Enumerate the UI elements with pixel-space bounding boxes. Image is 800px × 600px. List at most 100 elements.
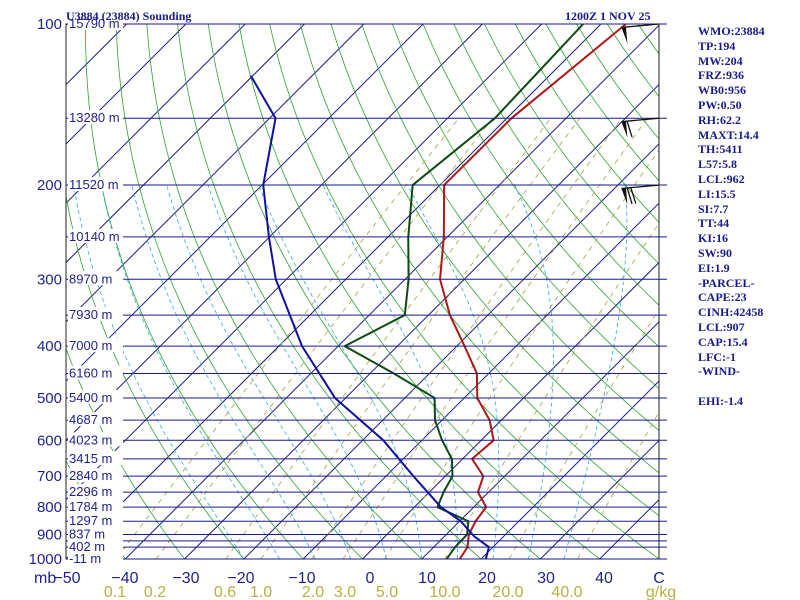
height-label: 2296 m <box>69 484 112 499</box>
height-label: 10140 m <box>69 229 120 244</box>
height-label-backdrop <box>68 432 123 447</box>
height-label-backdrop <box>68 365 123 380</box>
temperature-tick-label: 40 <box>595 570 613 587</box>
height-label: 1297 m <box>69 513 112 528</box>
height-label: 2840 m <box>69 468 112 483</box>
temperature-tick-label: 10 <box>418 570 436 587</box>
mixing-ratio-line <box>508 308 659 559</box>
stat-line: CINH:42458 <box>698 305 764 320</box>
stat-line: TP:194 <box>698 38 736 53</box>
stat-line: RH:62.2 <box>698 112 741 127</box>
stat-line: L57:5.8 <box>698 157 737 172</box>
wind-barb-flag <box>630 187 637 204</box>
stat-line: SW:90 <box>698 245 733 260</box>
wind-barb-staff <box>621 23 660 29</box>
stat-line: TH:5411 <box>698 142 743 157</box>
chart-time: 1200Z 1 NOV 25 <box>565 9 650 23</box>
stat-line <box>698 379 798 394</box>
isotherm-line <box>540 439 659 559</box>
height-label: -11 m <box>69 551 101 566</box>
isotherm-line <box>480 380 659 559</box>
stat-line: LI:15.5 <box>698 186 736 201</box>
pressure-tick-label: 300 <box>37 271 62 288</box>
mixing-ratio-label: 40.0 <box>551 584 582 600</box>
isotherm-line <box>66 24 365 323</box>
wind-barb <box>621 184 660 205</box>
pressure-tick-label: 500 <box>37 390 62 407</box>
height-label-backdrop <box>68 513 123 528</box>
height-label-backdrop <box>68 468 123 483</box>
wind-barb-pennant <box>621 121 628 138</box>
mixing-ratio-line <box>225 117 552 559</box>
height-label-backdrop <box>68 110 123 125</box>
mixing-ratio-line <box>260 117 581 559</box>
height-label-backdrop <box>68 16 123 30</box>
height-label: 837 m <box>69 527 105 542</box>
mixing-ratio-line <box>311 117 622 559</box>
pressure-tick-label: 100 <box>37 16 62 33</box>
pressure-tick-label: 1000 <box>29 551 62 568</box>
height-label-backdrop <box>68 526 123 541</box>
mixing-ratio-label: 0.2 <box>144 584 166 600</box>
stat-line: FRZ:936 <box>698 68 744 83</box>
isotherm-line <box>243 143 659 559</box>
wind-barb-pennant <box>621 188 628 205</box>
isotherm-line <box>66 24 483 442</box>
pressure-axis-label: mb <box>34 570 56 587</box>
height-label: 3415 m <box>69 451 112 466</box>
height-label-backdrop <box>68 271 123 286</box>
isotherm-line <box>421 321 659 559</box>
mixing-ratio-line <box>342 117 648 559</box>
wind-barb <box>621 117 660 138</box>
wind-barb-flag <box>626 187 633 205</box>
height-label-backdrop <box>68 389 123 404</box>
mixing-ratio-label: 3.0 <box>334 584 356 600</box>
height-label: 402 m <box>69 539 105 554</box>
stats-panel: WMO:23884 TP:194 MW:204 FRZ:936 WB0:956 PW:0.… <box>698 24 798 409</box>
stat-line: LCL:907 <box>698 319 745 334</box>
temperature-tick-label: −20 <box>227 570 254 587</box>
stat-line: EHI:-1.4 <box>698 393 743 408</box>
parcel-profile-line <box>250 75 490 559</box>
isotherm-line <box>66 24 424 382</box>
stat-line: EI:1.9 <box>698 260 730 275</box>
height-label-backdrop <box>68 551 123 565</box>
height-label: 11520 m <box>69 177 119 192</box>
mixing-ratio-line <box>115 117 460 559</box>
height-label-backdrop <box>68 228 123 243</box>
stat-line: LCL:962 <box>698 171 745 186</box>
height-label: 7000 m <box>69 338 112 353</box>
temperature-tick-label: 20 <box>478 570 496 587</box>
stat-line: SI:7.7 <box>698 201 729 216</box>
mixing-ratio-label: 0.1 <box>104 584 126 600</box>
pressure-tick-label: 200 <box>37 177 62 194</box>
height-label-backdrop <box>68 177 123 192</box>
height-label-backdrop <box>68 539 123 554</box>
height-label: 4687 m <box>69 412 112 427</box>
mixing-ratio-label: 10.0 <box>429 584 460 600</box>
wind-barb-flag <box>626 120 633 138</box>
stat-line: -PARCEL- <box>698 275 755 290</box>
stat-line: MW:204 <box>698 53 743 68</box>
mixing-ratio-line <box>155 117 494 559</box>
height-label: 6160 m <box>69 365 112 380</box>
pressure-tick-label: 400 <box>37 338 62 355</box>
stat-line: WMO:23884 <box>698 24 765 38</box>
isotherm-line <box>66 24 305 264</box>
temperature-tick-label: C <box>653 570 665 587</box>
height-label: 13280 m <box>69 110 120 125</box>
mixing-ratio-line <box>444 222 659 559</box>
isotherm-line <box>66 24 602 559</box>
stat-line: TT:44 <box>698 216 730 231</box>
mixing-ratio-label: 0.6 <box>214 584 236 600</box>
isotherm-line <box>66 24 246 204</box>
pressure-tick-label: 800 <box>37 499 62 516</box>
height-label-backdrop <box>68 499 123 514</box>
stat-line: LFC:-1 <box>698 349 736 364</box>
height-label: 8970 m <box>69 271 112 286</box>
temperature-tick-label: −10 <box>288 570 315 587</box>
temperature-tick-label: −40 <box>111 570 138 587</box>
isotherm-line <box>184 83 659 559</box>
pressure-tick-label: 700 <box>37 468 62 485</box>
